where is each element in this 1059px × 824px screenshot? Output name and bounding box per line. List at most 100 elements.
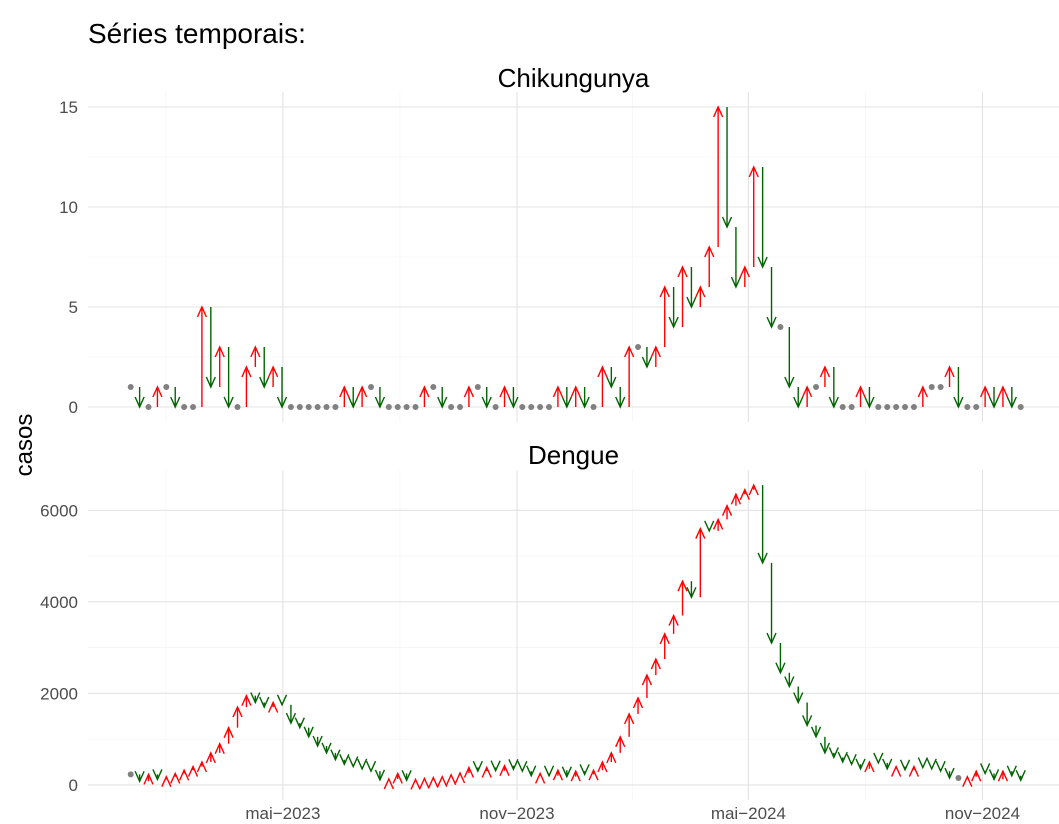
change-arrow	[330, 749, 341, 762]
change-arrow	[730, 227, 742, 289]
change-arrow	[677, 265, 688, 327]
change-arrow	[561, 766, 572, 779]
change-arrow	[419, 385, 430, 407]
arrow-head	[419, 385, 430, 398]
change-arrow	[463, 385, 475, 407]
change-arrow	[259, 347, 270, 389]
arrow-head	[214, 345, 225, 358]
change-arrow	[704, 245, 715, 287]
unchanged-point	[492, 404, 499, 410]
change-arrow	[819, 365, 831, 387]
arrow-head	[401, 770, 412, 783]
change-arrow	[748, 483, 759, 496]
change-arrow	[695, 285, 706, 307]
change-arrow	[419, 776, 430, 789]
x-tick-label: nov−2024	[945, 804, 1020, 823]
change-arrow	[276, 367, 288, 409]
unchanged-point	[403, 404, 410, 410]
arrow-head	[712, 105, 724, 118]
unchanged-point	[964, 404, 971, 410]
change-arrow	[739, 265, 750, 287]
change-arrow	[793, 387, 804, 409]
arrow-head	[864, 760, 875, 773]
unchanged-point	[314, 404, 321, 410]
arrow-head	[784, 376, 795, 389]
change-arrow	[712, 517, 724, 531]
change-arrow	[205, 751, 216, 764]
arrow-head	[668, 316, 679, 329]
arrow-head	[988, 396, 1000, 409]
arrow-head	[641, 356, 653, 369]
change-arrow	[552, 768, 564, 781]
change-arrow	[917, 385, 928, 407]
change-arrow	[641, 347, 653, 369]
unchanged-point	[973, 404, 980, 410]
arrow-head	[285, 712, 297, 725]
arrow-head	[997, 385, 1009, 398]
arrow-head	[899, 759, 911, 772]
arrow-head	[855, 758, 866, 771]
unchanged-point	[528, 404, 535, 410]
change-arrow	[579, 387, 590, 409]
change-arrow	[971, 769, 982, 782]
change-arrow	[766, 267, 777, 329]
arrow-head	[481, 396, 492, 409]
change-arrow	[864, 760, 875, 773]
change-arrow	[294, 717, 305, 730]
change-arrow	[552, 385, 564, 407]
arrow-head	[365, 760, 377, 773]
arrow-head	[454, 771, 466, 784]
arrow-head	[704, 245, 715, 258]
arrow-head	[339, 754, 350, 767]
change-arrow	[1006, 765, 1017, 778]
change-arrow	[801, 385, 813, 407]
change-arrow	[187, 764, 199, 777]
arrow-head	[962, 774, 973, 787]
x-tick-label: mai−2023	[245, 804, 320, 823]
change-arrow	[837, 751, 848, 764]
unchanged-point	[839, 404, 846, 410]
arrow-head	[187, 764, 199, 777]
change-arrow	[944, 365, 955, 387]
change-arrow	[873, 752, 884, 765]
unchanged-point	[928, 384, 935, 390]
change-arrow	[170, 387, 181, 409]
arrow-head	[632, 696, 644, 709]
change-arrow	[606, 751, 617, 764]
arrow-head	[784, 676, 795, 689]
arrow-head	[597, 760, 608, 773]
unchanged-point	[457, 404, 464, 410]
change-arrow	[686, 581, 697, 599]
arrow-head	[721, 216, 733, 229]
arrow-head	[757, 552, 768, 565]
change-arrow	[250, 692, 261, 705]
arrow-head	[223, 725, 234, 738]
change-arrow	[570, 385, 581, 407]
arrow-head	[864, 396, 875, 409]
arrow-head	[730, 492, 742, 505]
unchanged-point	[368, 384, 375, 390]
arrow-head	[730, 276, 742, 289]
arrow-head	[615, 735, 626, 748]
unchanged-point	[430, 384, 437, 390]
change-arrow	[899, 759, 911, 772]
unchanged-point	[305, 404, 312, 410]
arrow-head	[472, 760, 483, 773]
change-arrow	[161, 774, 172, 787]
change-arrow	[196, 760, 208, 773]
change-arrow	[285, 704, 297, 725]
arrow-head	[534, 771, 546, 784]
change-arrow	[979, 763, 991, 776]
change-arrow	[508, 387, 519, 409]
arrow-head	[926, 758, 937, 771]
change-arrow	[152, 385, 163, 407]
arrow-head	[775, 662, 786, 675]
change-arrow	[668, 613, 679, 634]
change-arrow	[819, 736, 831, 755]
change-arrow	[490, 760, 501, 773]
arrow-head	[205, 751, 216, 764]
unchanged-point	[385, 404, 392, 410]
arrow-head	[259, 696, 270, 709]
arrow-head	[819, 365, 831, 378]
unchanged-point	[937, 384, 944, 390]
